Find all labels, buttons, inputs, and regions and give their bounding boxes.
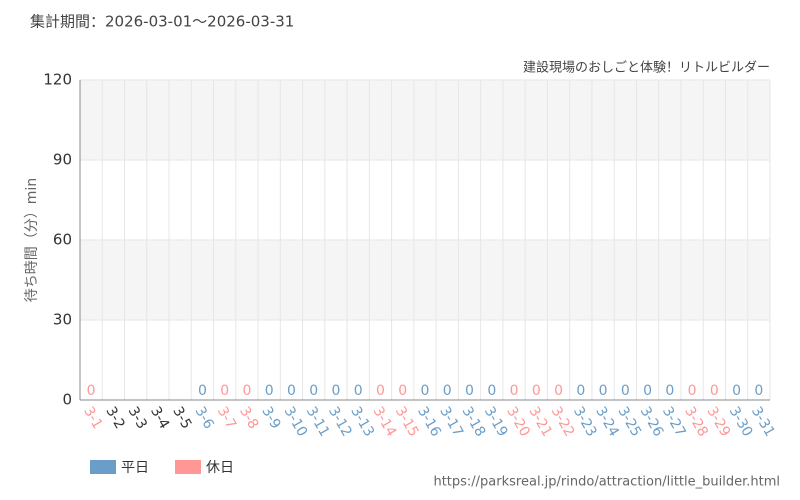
data-label: 0	[599, 383, 608, 399]
data-label: 0	[732, 383, 741, 399]
data-label: 0	[332, 383, 341, 399]
data-label: 0	[643, 383, 652, 399]
data-label: 0	[354, 383, 363, 399]
y-tick-label: 90	[53, 151, 72, 169]
data-label: 0	[421, 383, 430, 399]
header: 集計期間：2026-03-01～2026-03-31	[30, 13, 294, 31]
legend-swatch	[175, 460, 201, 474]
x-tick-label: 3-4	[147, 404, 172, 432]
y-tick-label: 60	[53, 231, 72, 249]
data-label: 0	[554, 383, 563, 399]
source-url: https://parksreal.jp/rindo/attraction/li…	[433, 475, 780, 490]
grid-band	[80, 80, 770, 160]
data-label: 0	[398, 383, 407, 399]
x-tick-label: 3-6	[191, 404, 216, 432]
x-tick-label: 3-8	[236, 404, 261, 432]
data-label: 0	[510, 383, 519, 399]
data-label: 0	[443, 383, 452, 399]
data-label: 0	[576, 383, 585, 399]
chart-title: 建設現場のおしごと体験！リトルビルダー	[523, 60, 770, 76]
y-tick-label: 0	[62, 391, 72, 409]
x-tick-label: 3-1	[80, 404, 105, 432]
data-label: 0	[87, 383, 96, 399]
data-label: 0	[198, 383, 207, 399]
y-tick-label: 30	[53, 311, 72, 329]
x-tick-label: 3-5	[169, 404, 194, 432]
data-label: 0	[376, 383, 385, 399]
x-tick-label: 3-31	[748, 404, 778, 440]
data-label: 0	[621, 383, 630, 399]
data-label: 0	[754, 383, 763, 399]
data-label: 0	[242, 383, 251, 399]
grid-band	[80, 240, 770, 320]
data-label: 0	[710, 383, 719, 399]
legend-label: 休日	[206, 460, 234, 476]
data-label: 0	[287, 383, 296, 399]
legend-label: 平日	[121, 460, 149, 476]
legend-swatch	[90, 460, 116, 474]
y-tick-label: 120	[43, 71, 72, 89]
x-tick-label: 3-9	[258, 404, 283, 432]
data-label: 0	[688, 383, 697, 399]
x-tick-label: 3-2	[102, 404, 127, 432]
data-label: 0	[532, 383, 541, 399]
data-label: 0	[265, 383, 274, 399]
data-label: 0	[465, 383, 474, 399]
data-label: 0	[309, 383, 318, 399]
data-label: 0	[487, 383, 496, 399]
y-axis-label: 待ち時間（分）min	[24, 178, 40, 302]
x-tick-label: 3-7	[214, 404, 239, 432]
x-tick-label: 3-3	[125, 404, 150, 432]
data-label: 0	[665, 383, 674, 399]
data-label: 0	[220, 383, 229, 399]
